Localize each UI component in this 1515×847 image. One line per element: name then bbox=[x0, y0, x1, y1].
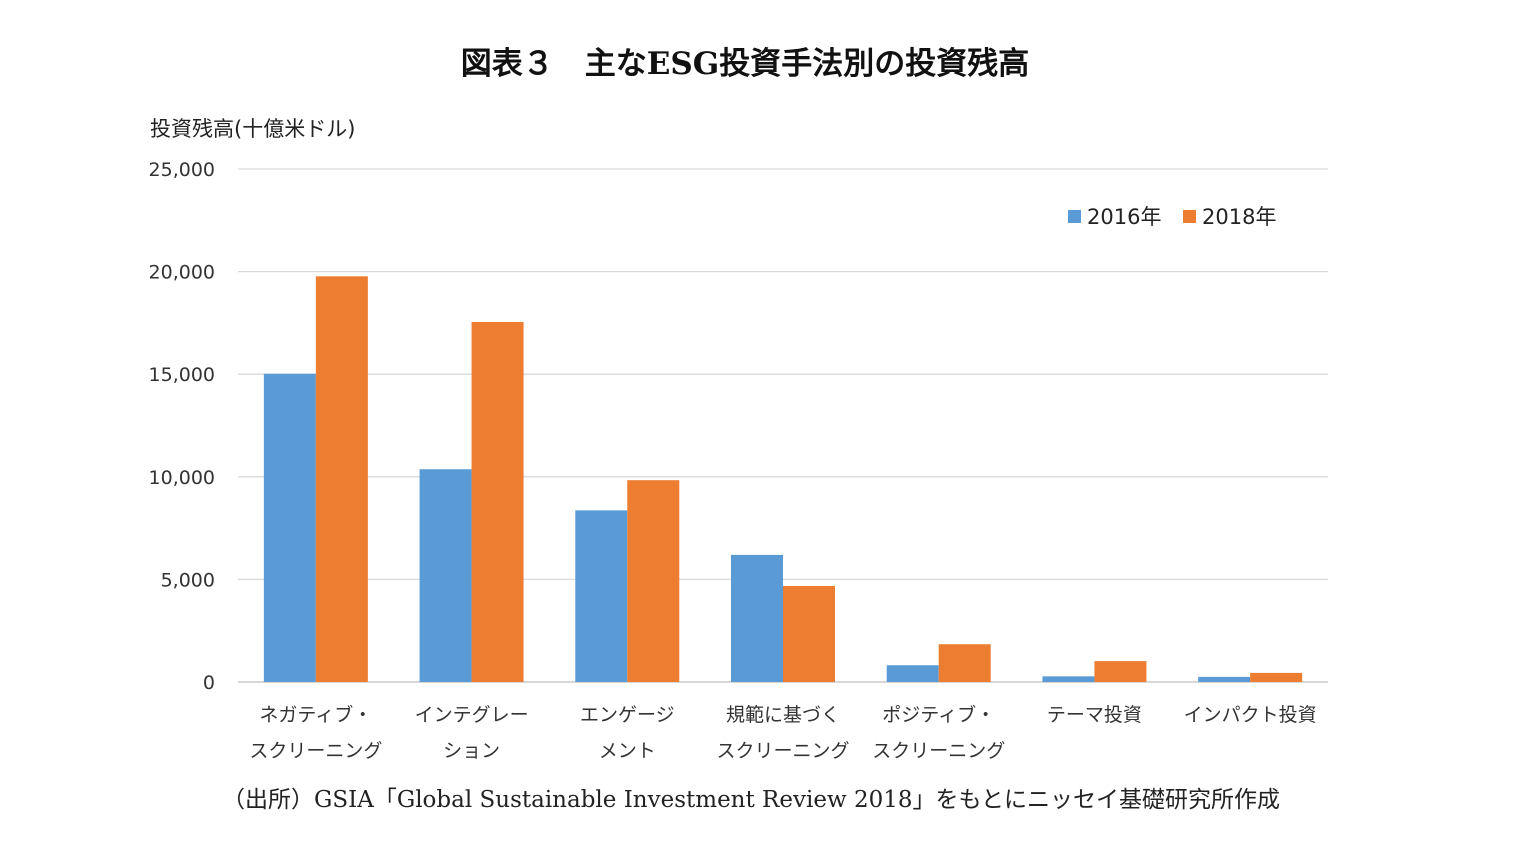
bar-2018-5 bbox=[1094, 661, 1147, 682]
x-category-label-line: スクリーニング bbox=[249, 740, 382, 762]
bar-2018-2 bbox=[627, 480, 680, 682]
x-category-label-line: ポジティブ・ bbox=[882, 703, 995, 726]
bar-2016-1 bbox=[419, 469, 472, 682]
legend: 2016年 2018年 bbox=[1068, 205, 1276, 229]
x-category-label-line: テーマ投資 bbox=[1047, 704, 1142, 726]
x-category-label: ネガティブ・スクリーニング bbox=[249, 703, 382, 762]
y-tick-label: 5,000 bbox=[161, 569, 215, 591]
y-tick-label: 20,000 bbox=[149, 262, 215, 284]
x-category-label-line: メント bbox=[599, 740, 656, 762]
bar-2018-4 bbox=[938, 644, 991, 682]
bar-2018-0 bbox=[315, 276, 368, 682]
chart-title: 図表３ 主なESG投資手法別の投資残高 bbox=[460, 46, 1030, 82]
legend-swatch-2018 bbox=[1183, 210, 1196, 223]
legend-label-2016: 2016年 bbox=[1087, 205, 1161, 229]
x-category-label: ポジティブ・スクリーニング bbox=[872, 703, 1005, 762]
legend-label-2018: 2018年 bbox=[1202, 205, 1276, 229]
x-category-label: 規範に基づくスクリーニング bbox=[716, 704, 849, 762]
y-tick-label: 15,000 bbox=[149, 364, 215, 386]
x-category-label-line: ション bbox=[443, 740, 500, 762]
bar-2018-6 bbox=[1250, 672, 1303, 682]
bar-chart: 05,00010,00015,00020,00025,000ネガティブ・スクリー… bbox=[149, 117, 1328, 762]
x-category-label-line: スクリーニング bbox=[872, 740, 1005, 762]
bar-2016-6 bbox=[1198, 676, 1251, 682]
legend-swatch-2016 bbox=[1068, 210, 1081, 223]
x-category-label-line: スクリーニング bbox=[716, 740, 849, 762]
x-category-label-line: インテグレー bbox=[415, 704, 529, 726]
x-category-label-line: インパクト投資 bbox=[1184, 704, 1317, 726]
bar-2016-0 bbox=[263, 373, 316, 682]
bar-2016-3 bbox=[731, 554, 783, 682]
x-category-label-line: 規範に基づく bbox=[726, 704, 840, 726]
x-category-label-line: エンゲージ bbox=[580, 704, 675, 726]
x-category-label-line: ネガティブ・ bbox=[259, 703, 372, 726]
x-category-label: テーマ投資 bbox=[1047, 704, 1142, 726]
x-category-label: インパクト投資 bbox=[1184, 704, 1317, 726]
y-tick-label: 10,000 bbox=[149, 467, 215, 489]
source-note: （出所）GSIA「Global Sustainable Investment R… bbox=[222, 787, 1281, 813]
bar-2016-5 bbox=[1042, 676, 1095, 682]
y-tick-label: 0 bbox=[203, 672, 215, 694]
y-axis-label: 投資残高(十億米ドル) bbox=[150, 117, 355, 141]
x-category-label: インテグレーション bbox=[415, 704, 529, 762]
bar-2018-1 bbox=[471, 321, 524, 682]
y-tick-label: 25,000 bbox=[149, 159, 215, 181]
x-category-label: エンゲージメント bbox=[580, 704, 675, 762]
bar-2018-3 bbox=[783, 585, 835, 682]
bar-2016-4 bbox=[886, 665, 939, 682]
bar-2016-2 bbox=[575, 510, 628, 682]
